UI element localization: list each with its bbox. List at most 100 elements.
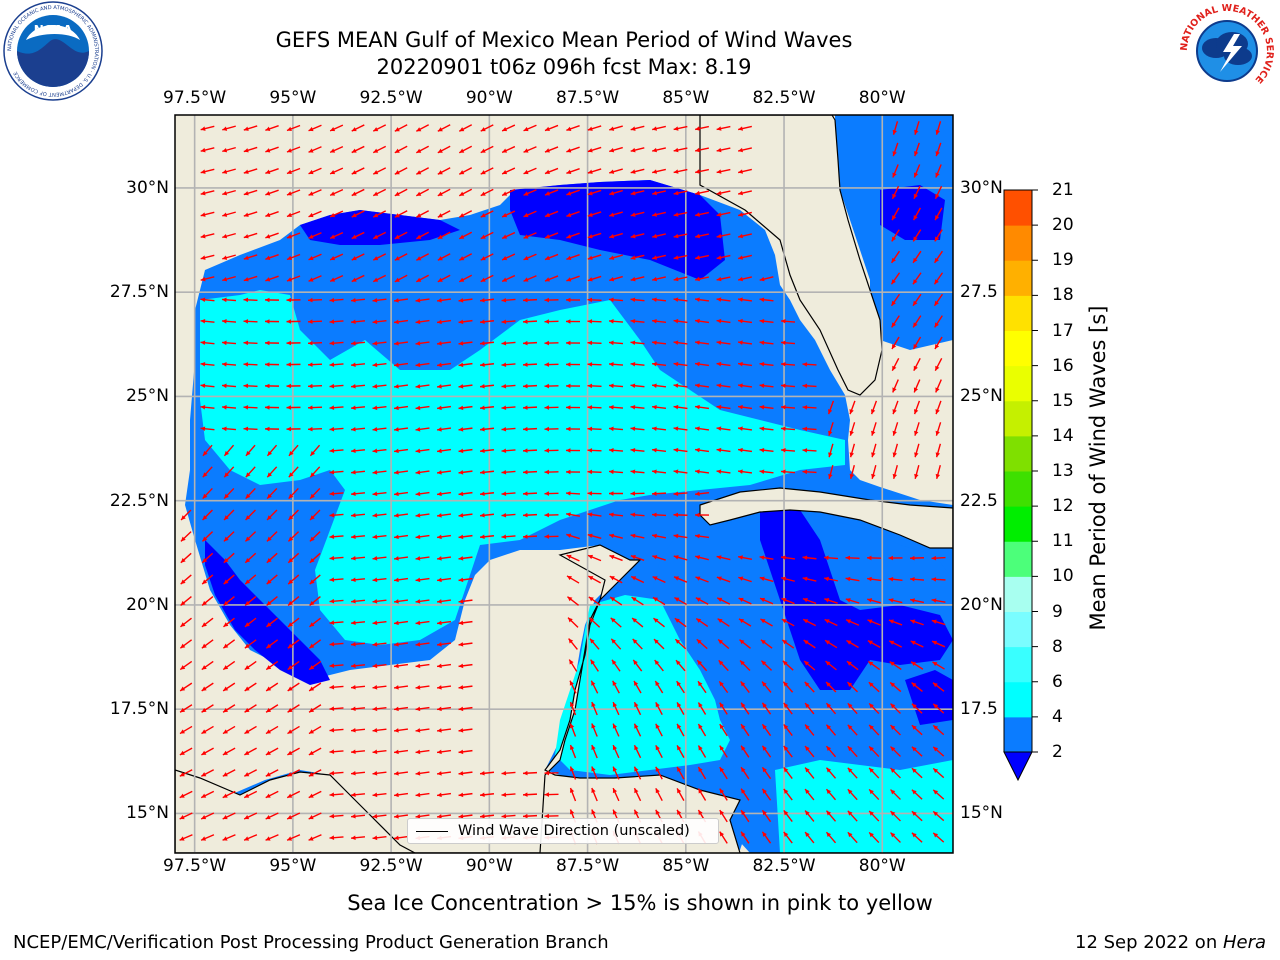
wind-arrow-icon xyxy=(522,491,538,496)
wind-arrow-icon xyxy=(372,577,387,583)
wind-arrow-icon xyxy=(458,728,473,733)
wind-arrow-icon xyxy=(694,340,710,345)
wind-arrow-icon xyxy=(911,703,923,714)
wind-arrow-icon xyxy=(458,771,473,776)
wind-arrow-icon xyxy=(179,660,193,671)
wind-arrow-icon xyxy=(891,315,900,328)
wind-arrow-icon xyxy=(932,810,945,822)
wind-arrow-icon xyxy=(201,552,214,564)
wind-arrow-icon xyxy=(351,124,365,132)
wind-arrow-icon xyxy=(780,340,796,346)
wind-arrow-icon xyxy=(222,834,236,841)
wind-arrow-icon xyxy=(350,384,366,389)
wind-arrow-icon xyxy=(591,701,598,716)
wind-arrow-icon xyxy=(309,596,321,606)
lon-tick-bottom: 87.5°W xyxy=(555,856,620,876)
wind-arrow-icon xyxy=(759,426,774,431)
wind-arrow-icon xyxy=(823,576,839,582)
wind-arrow-icon xyxy=(350,556,366,561)
wind-arrow-icon xyxy=(696,659,708,672)
wind-arrow-icon xyxy=(934,185,943,200)
wind-arrow-icon xyxy=(673,190,688,196)
wind-arrow-icon xyxy=(587,340,602,346)
wind-arrow-icon xyxy=(436,556,452,561)
wind-arrow-icon xyxy=(479,384,495,389)
wind-arrow-icon xyxy=(565,340,581,346)
wind-arrow-icon xyxy=(716,190,731,196)
wind-arrow-icon xyxy=(415,319,430,325)
wind-arrow-icon xyxy=(716,361,731,367)
wind-arrow-icon xyxy=(694,318,710,324)
wind-arrow-icon xyxy=(825,745,837,758)
wind-arrow-icon xyxy=(243,297,258,303)
wind-arrow-icon xyxy=(780,448,796,453)
wind-arrow-icon xyxy=(932,746,945,757)
wind-arrow-icon xyxy=(309,466,321,478)
wind-arrow-icon xyxy=(673,168,688,174)
colorbar-segment xyxy=(1004,225,1032,261)
wind-arrow-icon xyxy=(286,189,301,196)
wind-arrow-icon xyxy=(221,362,237,367)
wind-arrow-icon xyxy=(308,790,322,799)
wind-arrow-icon xyxy=(501,405,516,410)
wind-arrow-icon xyxy=(587,448,602,453)
wind-arrow-icon xyxy=(738,233,752,239)
wind-arrow-icon xyxy=(372,124,387,132)
wind-arrow-icon xyxy=(350,491,366,497)
wind-arrow-icon xyxy=(653,617,665,628)
wind-arrow-icon xyxy=(501,210,516,218)
northeast-water-band-under-2-b xyxy=(880,185,945,240)
wind-arrow-icon xyxy=(935,164,942,178)
wind-arrow-icon xyxy=(329,792,344,797)
wind-arrow-icon xyxy=(415,685,430,690)
wind-arrow-icon xyxy=(479,792,495,798)
wind-arrow-icon xyxy=(932,832,945,843)
wind-arrow-icon xyxy=(673,447,688,453)
wind-arrow-icon xyxy=(243,790,258,799)
colorbar-under-arrow xyxy=(1003,751,1033,782)
wind-arrow-icon xyxy=(523,210,537,218)
wind-arrow-icon xyxy=(633,787,642,802)
wind-arrow-icon xyxy=(265,704,279,713)
wind-arrow-icon xyxy=(780,362,796,367)
wind-arrow-icon xyxy=(264,297,280,303)
wind-arrow-icon xyxy=(372,448,387,454)
wind-arrow-icon xyxy=(630,211,645,217)
wind-arrow-icon xyxy=(868,702,880,715)
wind-arrow-icon xyxy=(892,164,899,178)
footer-date: 12 Sep 2022 on Hera xyxy=(1075,932,1266,953)
wind-arrow-icon xyxy=(415,384,430,389)
wind-arrow-icon xyxy=(760,639,773,649)
wind-arrow-icon xyxy=(804,745,815,758)
wind-arrow-icon xyxy=(739,639,751,649)
wind-arrow-icon xyxy=(458,167,473,175)
wind-arrow-icon xyxy=(265,125,279,131)
wind-arrow-icon xyxy=(264,362,280,367)
wind-arrow-icon xyxy=(245,444,256,457)
wind-arrow-icon xyxy=(934,229,943,242)
colorbar-tick-label: 10 xyxy=(1052,566,1074,587)
wind-arrow-icon xyxy=(372,427,387,432)
wind-arrow-icon xyxy=(522,405,538,410)
wind-arrow-icon xyxy=(222,812,236,820)
wind-arrow-icon xyxy=(437,188,451,197)
wind-arrow-icon xyxy=(393,577,409,583)
wind-arrow-icon xyxy=(265,725,279,735)
wind-arrow-icon xyxy=(436,663,452,669)
wind-arrow-icon xyxy=(415,556,430,561)
wind-arrow-icon xyxy=(329,405,344,410)
wind-arrow-icon xyxy=(716,276,731,282)
wind-arrow-icon xyxy=(523,253,537,261)
wind-arrow-icon xyxy=(393,405,409,411)
wind-arrow-icon xyxy=(308,834,322,841)
wind-arrow-icon xyxy=(565,383,581,389)
wind-arrow-icon xyxy=(630,318,645,324)
colorbar-segment xyxy=(1004,330,1032,367)
wind-arrow-icon xyxy=(458,513,473,518)
wind-arrow-icon xyxy=(372,274,387,283)
wind-arrow-icon xyxy=(651,383,667,388)
wind-arrow-icon xyxy=(719,766,728,780)
wind-arrow-icon xyxy=(350,728,366,733)
wind-arrow-icon xyxy=(244,531,257,542)
wind-arrow-icon xyxy=(630,447,645,453)
